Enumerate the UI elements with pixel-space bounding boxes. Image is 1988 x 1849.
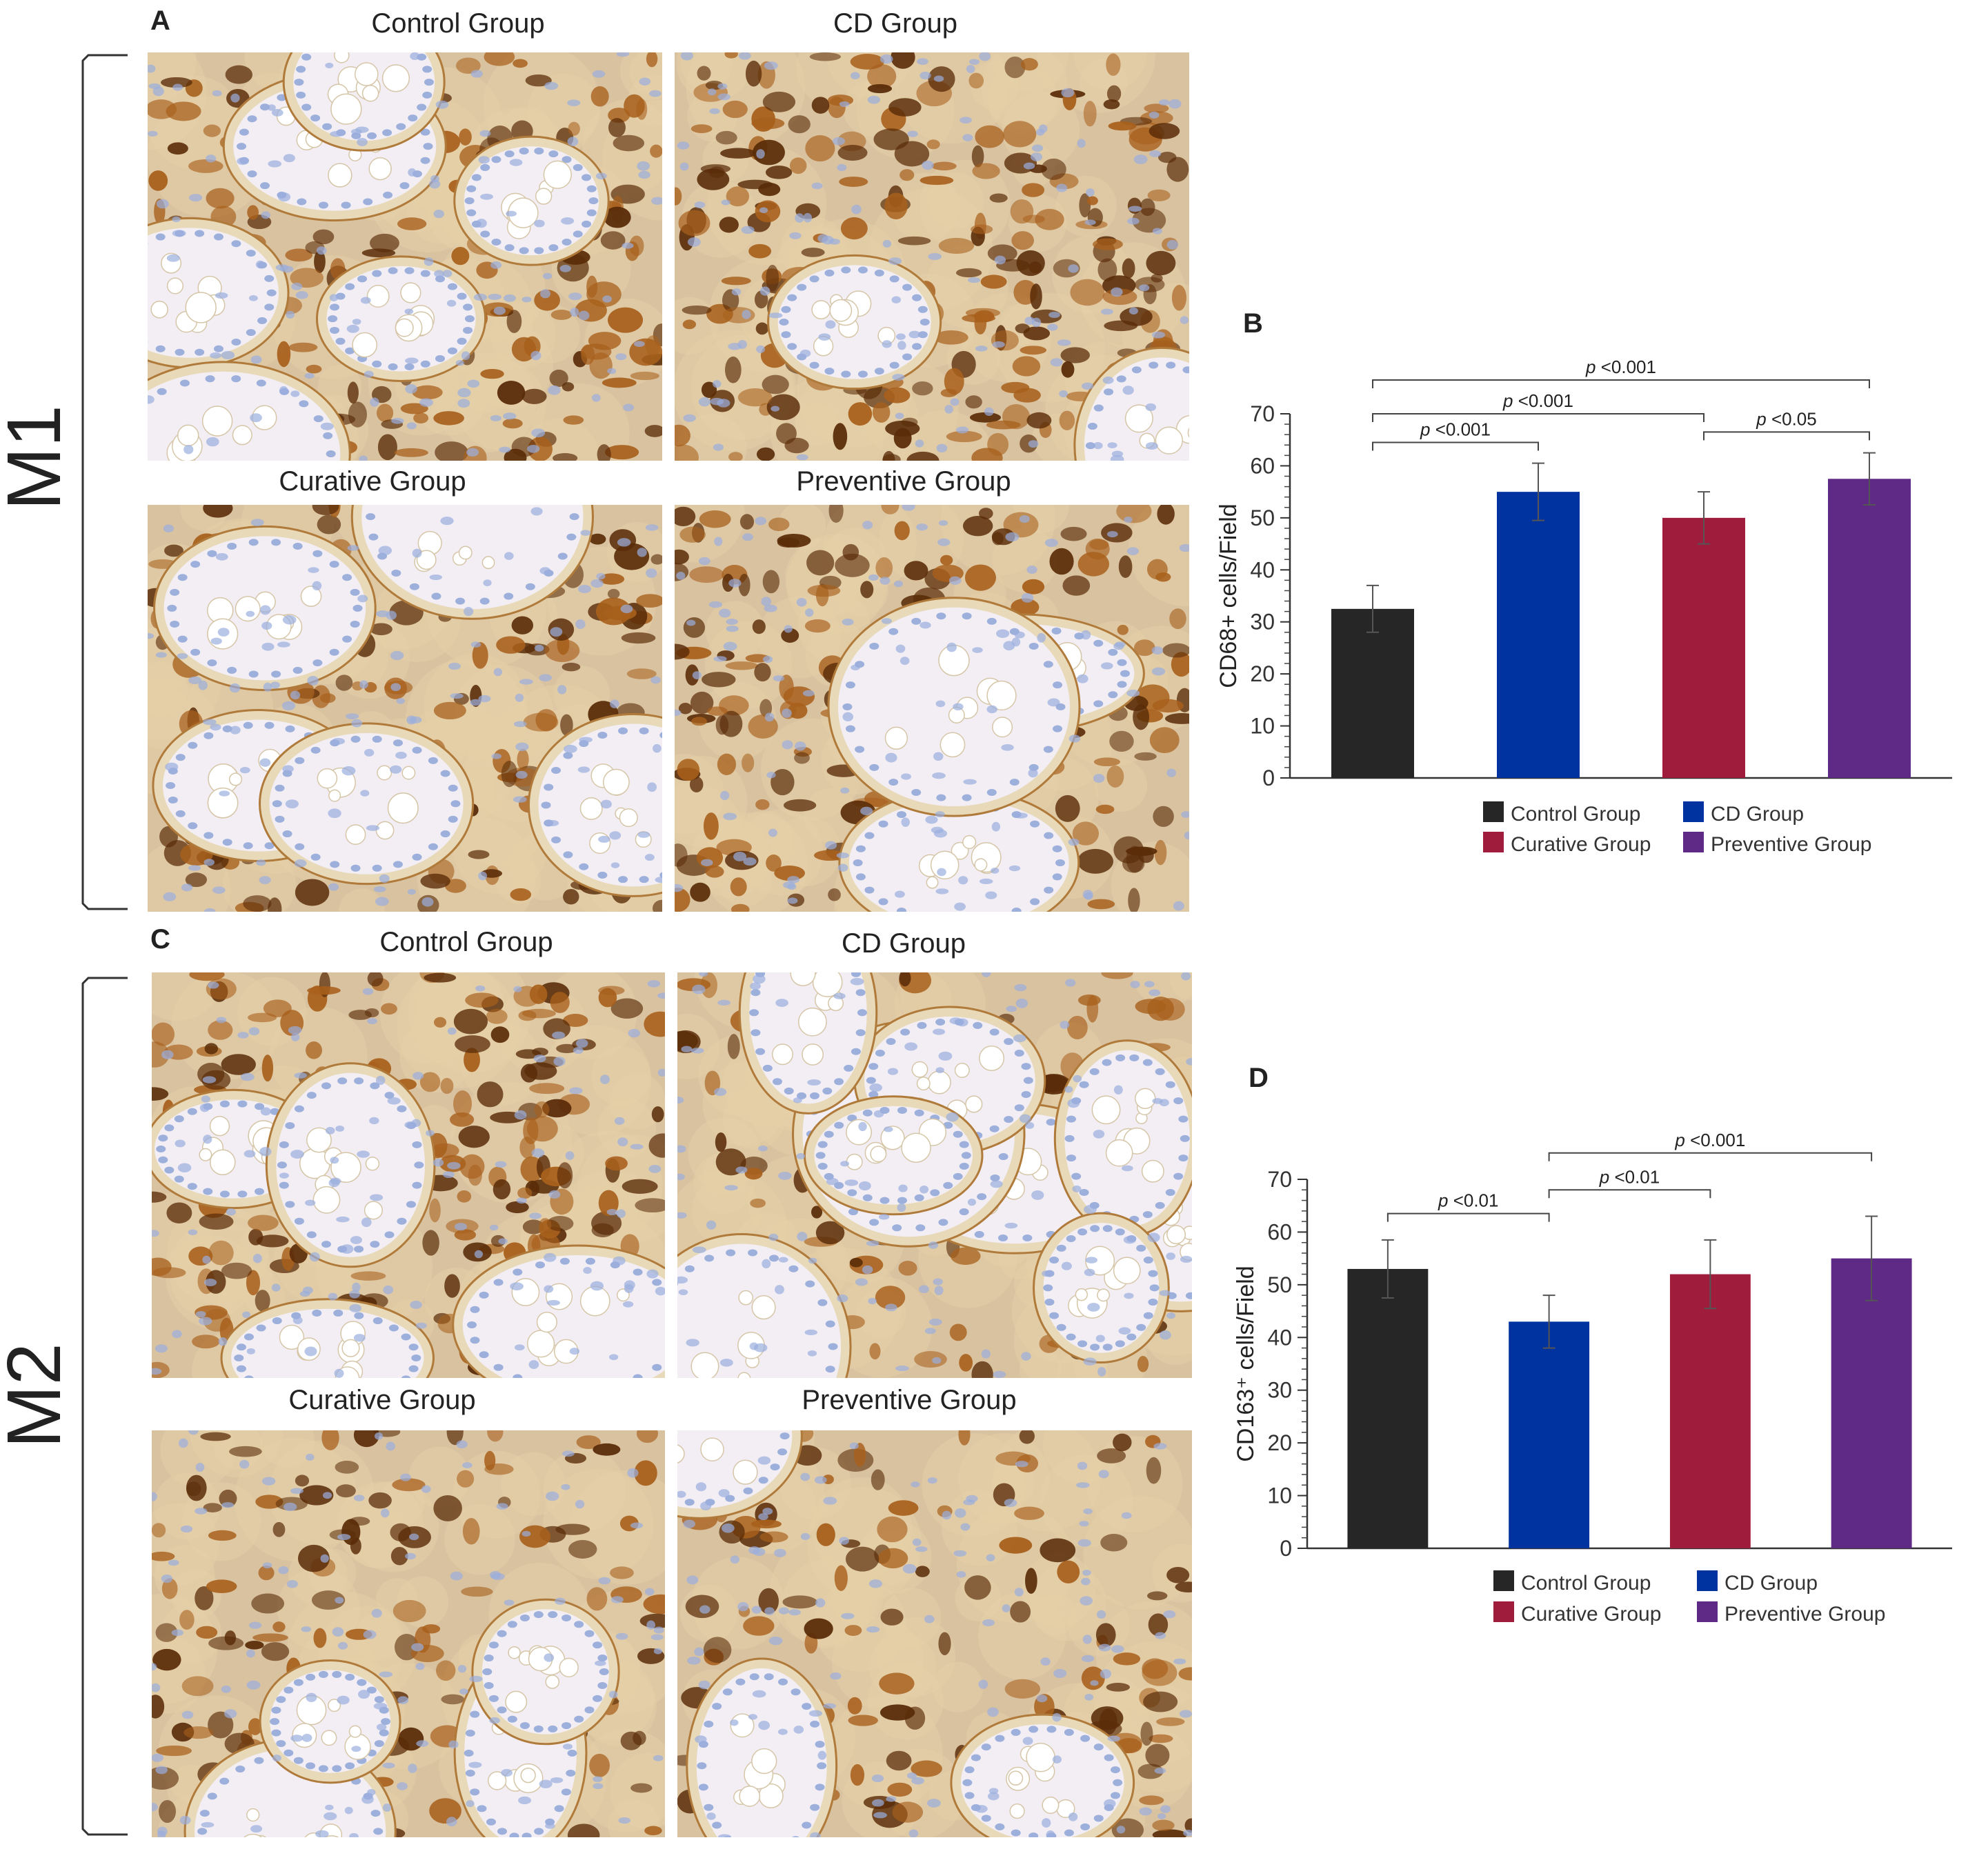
bar-1 <box>1497 492 1580 778</box>
bar-0 <box>1347 1268 1429 1548</box>
bar-2 <box>1662 517 1745 778</box>
y-tick-label: 70 <box>1250 401 1275 426</box>
legend-label-2: Curative Group <box>1521 1603 1661 1626</box>
image-title-a-cd: CD Group <box>833 8 958 39</box>
image-title-a-preventive: Preventive Group <box>796 466 1011 497</box>
y-tick-label: 30 <box>1267 1378 1292 1403</box>
section-brackets <box>81 54 128 1836</box>
micrograph-preventive-m2 <box>677 1430 1192 1837</box>
significance-label-0: p <0.01 <box>1438 1190 1498 1211</box>
significance-label-2: p <0.001 <box>1585 357 1656 377</box>
legend-label-0: Control Group <box>1511 803 1640 826</box>
image-title-c-curative: Curative Group <box>288 1385 476 1415</box>
y-tick-label: 20 <box>1267 1430 1292 1455</box>
legend-swatch-0 <box>1493 1570 1514 1591</box>
significance-bracket-3 <box>1703 431 1870 441</box>
y-axis-label: CD68+ cells/Field <box>1215 503 1242 688</box>
significance-bracket-2 <box>1548 1152 1873 1161</box>
y-tick-label: 60 <box>1250 453 1275 478</box>
y-tick-label: 30 <box>1250 610 1275 634</box>
y-tick-label: 20 <box>1250 661 1275 686</box>
legend-swatch-0 <box>1483 801 1504 822</box>
chart-b: B 0 10 20 30 40 50 60 70 CD68+ cells/Field p <0.00… <box>1215 308 1952 856</box>
bar-3 <box>1828 479 1911 778</box>
bracket-m1 <box>81 54 128 910</box>
chart-d: D 0 10 20 30 40 50 60 70 CD163⁺ cells/Field p <0.0… <box>1233 1063 1952 1626</box>
significance-bracket-0 <box>1372 441 1539 451</box>
significance-label-1: p <0.001 <box>1502 390 1573 411</box>
micrograph-cd-m2 <box>677 972 1192 1378</box>
image-title-c-preventive: Preventive Group <box>802 1385 1017 1415</box>
bar-3 <box>1831 1258 1912 1548</box>
image-title-a-curative: Curative Group <box>279 466 466 497</box>
micrograph-control-m1 <box>148 52 662 461</box>
legend-swatch-2 <box>1493 1601 1514 1622</box>
legend-swatch-1 <box>1683 801 1704 822</box>
legend-swatch-1 <box>1697 1570 1718 1591</box>
image-title-c-cd: CD Group <box>841 928 966 959</box>
panel-letter-d: D <box>1249 1063 1269 1093</box>
y-tick-label: 10 <box>1250 714 1275 739</box>
y-tick-label: 40 <box>1267 1325 1292 1350</box>
y-tick-label: 40 <box>1250 557 1275 582</box>
y-tick-label: 0 <box>1262 766 1275 790</box>
panel-letter-b: B <box>1243 308 1263 339</box>
legend-label-3: Preventive Group <box>1711 833 1871 856</box>
legend-label-1: CD Group <box>1711 803 1804 826</box>
legend-swatch-3 <box>1697 1601 1718 1622</box>
legend-label-1: CD Group <box>1724 1572 1818 1595</box>
bar-1 <box>1509 1321 1590 1548</box>
significance-bracket-0 <box>1386 1212 1550 1222</box>
section-label-m1: M1 <box>0 405 77 510</box>
micrograph-cd-m1 <box>675 52 1189 461</box>
legend-label-0: Control Group <box>1521 1572 1651 1595</box>
y-tick-label: 60 <box>1267 1219 1292 1244</box>
micrograph-control-m2 <box>152 972 665 1378</box>
significance-bracket-1 <box>1372 413 1704 422</box>
image-title-c-control: Control Group <box>379 927 553 957</box>
significance-bracket-2 <box>1372 379 1870 388</box>
significance-bracket-1 <box>1548 1189 1711 1199</box>
panel-letter-c: C <box>150 924 170 955</box>
legend-swatch-3 <box>1683 832 1704 852</box>
significance-label-0: p <0.001 <box>1420 419 1491 439</box>
micrograph-curative-m2 <box>152 1430 665 1837</box>
bar-2 <box>1669 1274 1751 1548</box>
micrograph-preventive-m1 <box>675 505 1189 912</box>
significance-label-2: p <0.001 <box>1674 1130 1745 1150</box>
micrograph-curative-m1 <box>148 505 662 912</box>
bar-0 <box>1331 608 1414 778</box>
legend-label-2: Curative Group <box>1511 833 1651 856</box>
image-title-a-control: Control Group <box>371 8 545 39</box>
y-tick-label: 70 <box>1267 1167 1292 1192</box>
section-label-m2: M2 <box>0 1343 77 1448</box>
y-axis-label: CD163⁺ cells/Field <box>1233 1266 1259 1461</box>
y-tick-label: 10 <box>1267 1483 1292 1508</box>
legend-swatch-2 <box>1483 832 1504 852</box>
significance-label-1: p <0.01 <box>1599 1166 1660 1187</box>
y-tick-label: 0 <box>1280 1536 1292 1561</box>
legend-label-3: Preventive Group <box>1724 1603 1885 1626</box>
significance-label-3: p <0.05 <box>1756 408 1816 429</box>
y-tick-label: 50 <box>1250 506 1275 530</box>
y-tick-label: 50 <box>1267 1272 1292 1297</box>
panel-letter-a: A <box>150 6 170 36</box>
bracket-m2 <box>81 977 128 1836</box>
